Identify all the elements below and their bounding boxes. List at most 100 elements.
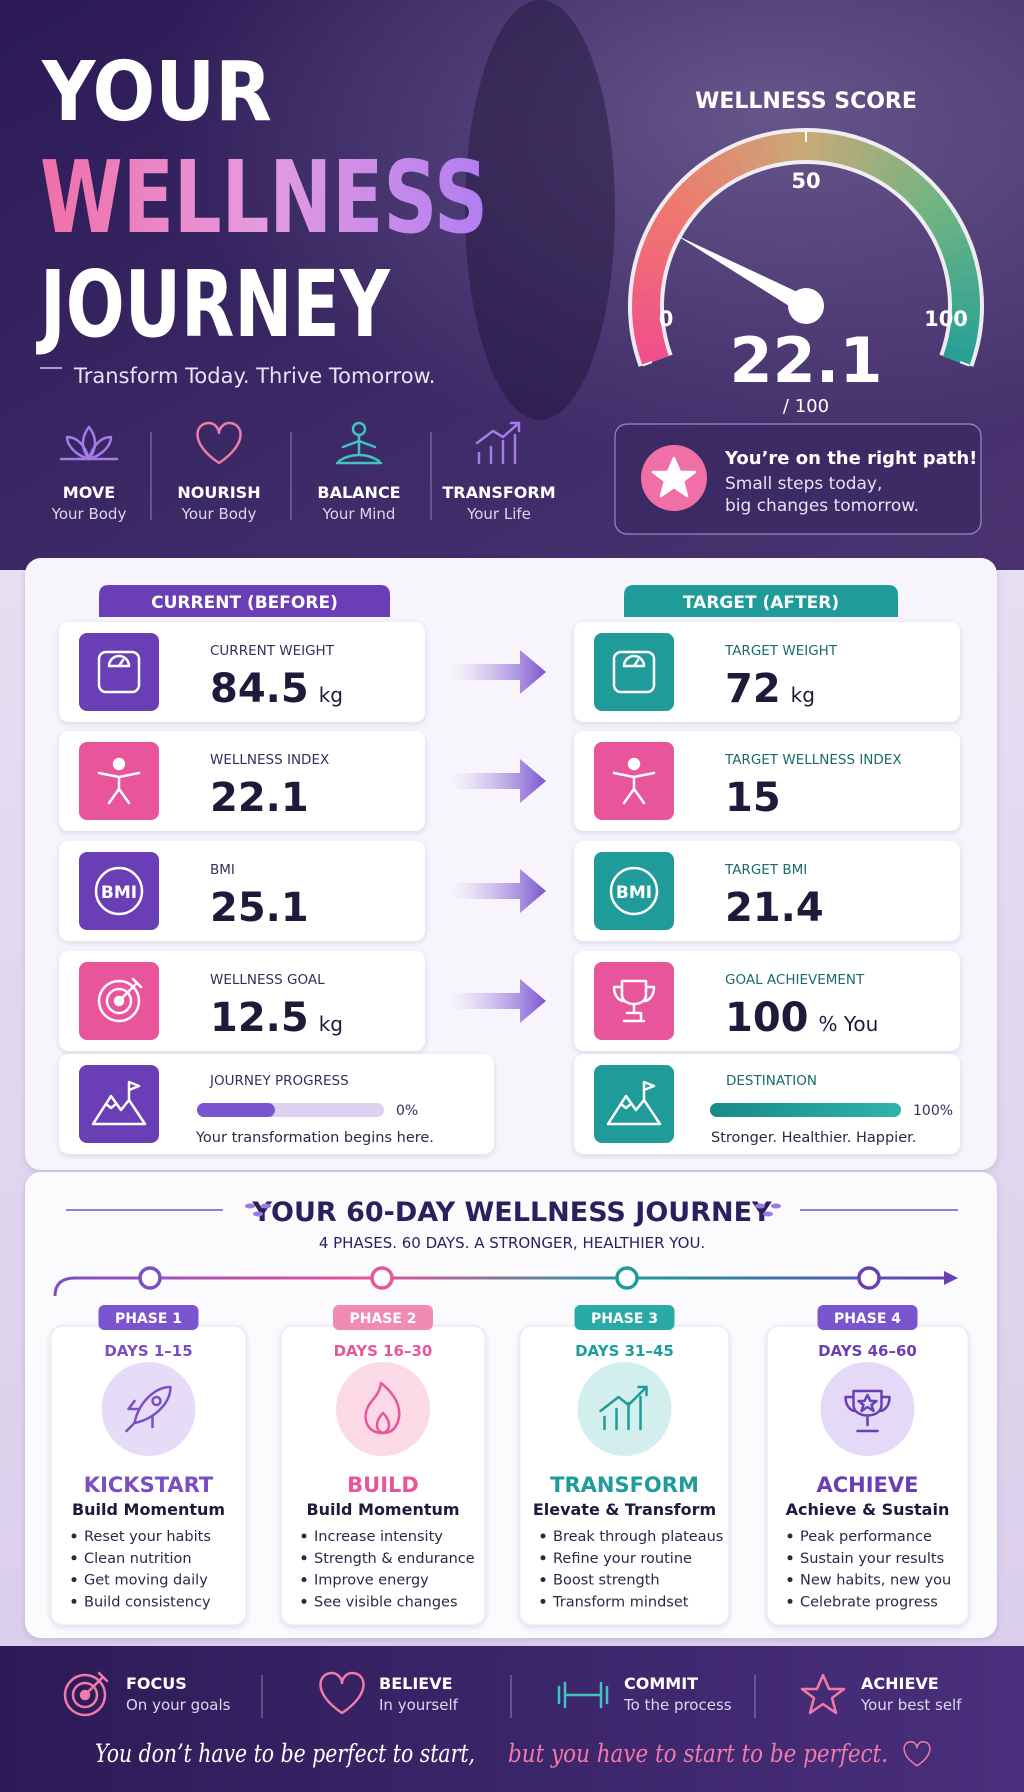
icon-shape bbox=[117, 977, 143, 1003]
icon bbox=[97, 757, 141, 805]
icon bbox=[651, 456, 697, 498]
metric-label: WELLNESS INDEX bbox=[210, 752, 329, 768]
metric-value: 22.1 bbox=[210, 775, 309, 821]
pillar-subtitle: Your Life bbox=[466, 505, 531, 523]
gauge-segment bbox=[694, 163, 723, 195]
icon bbox=[612, 650, 656, 694]
phase-item: Improve energy bbox=[314, 1573, 429, 1589]
bullet bbox=[787, 1598, 793, 1604]
icon bbox=[903, 1741, 931, 1767]
footer-title: BELIEVE bbox=[379, 1674, 453, 1693]
tagline: Transform Today. Thrive Tomorrow. bbox=[73, 364, 435, 388]
icon-shape bbox=[606, 1080, 662, 1126]
icon bbox=[557, 1681, 609, 1709]
icon-shape bbox=[105, 987, 133, 1015]
icon-shape bbox=[351, 421, 367, 437]
laurel-leaf bbox=[253, 1211, 263, 1217]
bullet bbox=[787, 1577, 793, 1583]
pillar-subtitle: Your Body bbox=[181, 505, 257, 523]
timeline-line bbox=[53, 1276, 950, 1297]
icon bbox=[125, 1385, 172, 1433]
icon bbox=[97, 650, 141, 694]
footer-title: FOCUS bbox=[126, 1674, 187, 1693]
gauge-segment bbox=[672, 182, 704, 213]
icon-shape bbox=[903, 1741, 931, 1767]
message-box bbox=[614, 423, 982, 535]
gauge-segment bbox=[634, 260, 666, 281]
icon-shape bbox=[651, 456, 697, 498]
icon bbox=[335, 421, 383, 465]
pillar-title: MOVE bbox=[63, 483, 115, 502]
metric-label: TARGET BMI bbox=[724, 862, 807, 878]
phase-item: Break through plateaus bbox=[553, 1529, 723, 1545]
gauge-tick-label: 0 bbox=[659, 307, 674, 331]
metric-label: BMI bbox=[210, 862, 235, 878]
message-line: big changes tomorrow. bbox=[725, 496, 919, 516]
phase-item: Boost strength bbox=[553, 1573, 660, 1589]
footer-subtitle: In yourself bbox=[379, 1696, 459, 1714]
icon-shape bbox=[609, 866, 659, 916]
phase-label: PHASE 1 bbox=[115, 1311, 182, 1327]
progress-fill bbox=[710, 1103, 901, 1117]
bullet bbox=[540, 1598, 546, 1604]
gauge-segment bbox=[943, 246, 975, 269]
phase-icon-bg bbox=[336, 1362, 430, 1456]
gauge-segment bbox=[775, 132, 795, 163]
journey-panel bbox=[25, 1172, 997, 1638]
timeline-arrowhead bbox=[944, 1271, 958, 1285]
icon-shape bbox=[599, 1385, 648, 1413]
laurel-leaf bbox=[763, 1211, 773, 1217]
message-line: Small steps today, bbox=[725, 474, 882, 494]
icon-shape bbox=[627, 757, 641, 771]
gauge-tick bbox=[959, 361, 970, 367]
metric-icon-tile bbox=[594, 633, 674, 711]
icon-shape bbox=[857, 1393, 878, 1413]
phase-pill bbox=[98, 1305, 199, 1330]
laurel-leaf bbox=[755, 1203, 765, 1209]
icon bbox=[94, 866, 144, 916]
icon-shape bbox=[319, 1671, 365, 1715]
timeline-node bbox=[857, 1266, 881, 1290]
icon-shape bbox=[65, 435, 91, 461]
target-header-pill bbox=[624, 585, 898, 617]
gauge-segment bbox=[760, 134, 782, 166]
bullet bbox=[301, 1598, 307, 1604]
icon-shape bbox=[477, 433, 517, 465]
row-arrow bbox=[451, 869, 546, 913]
icon-shape bbox=[622, 654, 646, 668]
gauge-segment bbox=[637, 343, 669, 366]
gauge-segment bbox=[925, 206, 958, 234]
timeline-node bbox=[370, 1266, 394, 1290]
phase-days: DAYS 31–45 bbox=[575, 1342, 674, 1360]
footer-subtitle: Your best self bbox=[860, 1696, 962, 1714]
footer-background bbox=[0, 1646, 1024, 1792]
gauge-segment bbox=[732, 142, 757, 174]
bullet bbox=[71, 1555, 77, 1561]
gauge-segment bbox=[946, 260, 978, 282]
icon-shape bbox=[97, 771, 141, 805]
gauge-segment bbox=[790, 132, 807, 161]
icon-shape bbox=[844, 1389, 891, 1433]
icon-shape bbox=[71, 1681, 99, 1709]
icon bbox=[606, 1080, 662, 1126]
gauge-segment bbox=[632, 305, 661, 322]
icon bbox=[599, 1385, 648, 1431]
current-header-pill bbox=[99, 585, 390, 617]
icon-shape bbox=[107, 654, 131, 668]
icon-shape bbox=[335, 435, 383, 465]
phase-subtitle: Build Momentum bbox=[306, 1500, 459, 1519]
phase-days: DAYS 46–60 bbox=[818, 1342, 917, 1360]
footer-subtitle: On your goals bbox=[126, 1696, 231, 1714]
icon-shape bbox=[612, 979, 656, 1023]
gauge-segment bbox=[938, 232, 970, 257]
icon-shape bbox=[475, 421, 521, 445]
metric-label: WELLNESS GOAL bbox=[210, 972, 325, 988]
metric-value: 15 bbox=[725, 775, 781, 821]
row-arrow bbox=[451, 759, 546, 803]
phase-item: Transform mindset bbox=[552, 1594, 689, 1610]
bullet bbox=[71, 1533, 77, 1539]
icon bbox=[475, 421, 521, 465]
gauge-segment bbox=[946, 331, 978, 352]
icon-shape bbox=[112, 757, 126, 771]
footer-title: ACHIEVE bbox=[861, 1674, 939, 1693]
